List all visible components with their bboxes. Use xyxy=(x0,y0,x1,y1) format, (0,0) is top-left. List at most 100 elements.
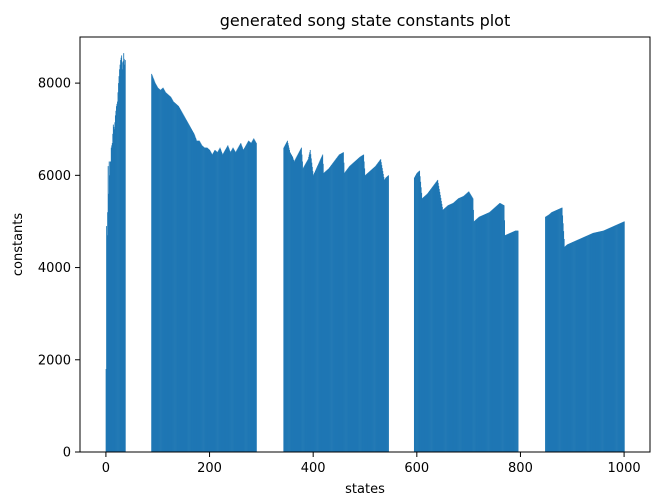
bar xyxy=(190,128,192,453)
y-tick-label: 0 xyxy=(63,446,71,461)
bar xyxy=(192,131,194,453)
bar xyxy=(229,150,231,452)
bar xyxy=(203,146,204,453)
bar xyxy=(246,143,248,452)
bar xyxy=(487,212,489,452)
bar xyxy=(475,219,477,452)
bar xyxy=(111,145,113,453)
bar xyxy=(577,239,579,452)
bar xyxy=(171,99,173,453)
bar xyxy=(285,142,287,453)
bar xyxy=(232,147,234,453)
bar xyxy=(567,244,569,452)
bar xyxy=(182,113,184,452)
bar xyxy=(241,147,243,452)
bar xyxy=(288,147,290,453)
bar xyxy=(387,176,388,452)
bar xyxy=(427,192,429,452)
bar xyxy=(176,104,178,452)
bar xyxy=(210,152,212,453)
bar xyxy=(425,194,427,452)
bar xyxy=(577,239,579,452)
bar xyxy=(457,198,459,452)
bar xyxy=(555,210,557,452)
bar xyxy=(549,214,551,452)
bar xyxy=(470,195,472,453)
bar xyxy=(326,170,328,452)
bar xyxy=(250,143,252,452)
bar xyxy=(494,207,496,452)
bar xyxy=(550,213,552,452)
bar xyxy=(369,171,371,452)
bar xyxy=(420,181,422,453)
bar xyxy=(460,197,462,452)
bar xyxy=(379,160,381,452)
bar xyxy=(241,145,243,452)
bar xyxy=(507,233,509,452)
bar xyxy=(622,222,624,452)
bar xyxy=(240,144,242,452)
bar xyxy=(173,101,174,452)
bar xyxy=(570,242,572,452)
bar xyxy=(367,173,369,452)
bar xyxy=(335,159,337,452)
bar xyxy=(359,156,361,452)
bar xyxy=(510,232,512,452)
bar xyxy=(351,163,353,452)
bar xyxy=(451,203,453,452)
bar xyxy=(175,103,177,453)
bar xyxy=(462,196,464,452)
bar xyxy=(208,149,210,453)
bar xyxy=(581,238,583,452)
bar xyxy=(291,155,293,452)
bar xyxy=(467,192,469,452)
bar xyxy=(458,198,460,452)
bar xyxy=(618,223,619,452)
bar xyxy=(186,120,188,453)
bar xyxy=(566,244,568,452)
bar xyxy=(464,195,466,452)
bar xyxy=(189,125,190,452)
bar xyxy=(217,151,219,453)
bar xyxy=(115,110,117,452)
bar xyxy=(375,165,377,453)
bar xyxy=(356,159,358,452)
bar xyxy=(380,162,382,452)
bar xyxy=(222,154,224,452)
bar xyxy=(465,193,467,452)
bar xyxy=(234,150,236,452)
bar xyxy=(439,194,441,452)
bar xyxy=(224,150,226,452)
bar xyxy=(471,196,473,452)
bar xyxy=(498,203,500,452)
bar xyxy=(289,152,291,452)
bar xyxy=(573,241,574,452)
bar xyxy=(556,209,558,452)
bar xyxy=(325,171,327,452)
bar xyxy=(283,147,285,453)
bar xyxy=(321,155,323,453)
bar xyxy=(157,87,159,452)
bar xyxy=(298,151,300,452)
bar xyxy=(205,147,207,453)
bar xyxy=(554,210,556,452)
bar xyxy=(611,226,613,452)
bar xyxy=(154,83,156,453)
bar xyxy=(344,173,345,452)
bar xyxy=(123,58,125,453)
y-tick-label: 2000 xyxy=(38,353,71,368)
bar xyxy=(610,227,612,452)
bar xyxy=(110,147,112,453)
bar xyxy=(492,209,494,452)
bar xyxy=(494,207,496,452)
bar xyxy=(491,210,493,452)
bar xyxy=(296,156,298,452)
bar xyxy=(227,146,229,453)
bar xyxy=(546,215,548,452)
bar xyxy=(285,143,287,452)
bar xyxy=(235,152,237,452)
bar xyxy=(205,147,207,453)
bar xyxy=(196,140,198,452)
bar xyxy=(106,226,108,452)
